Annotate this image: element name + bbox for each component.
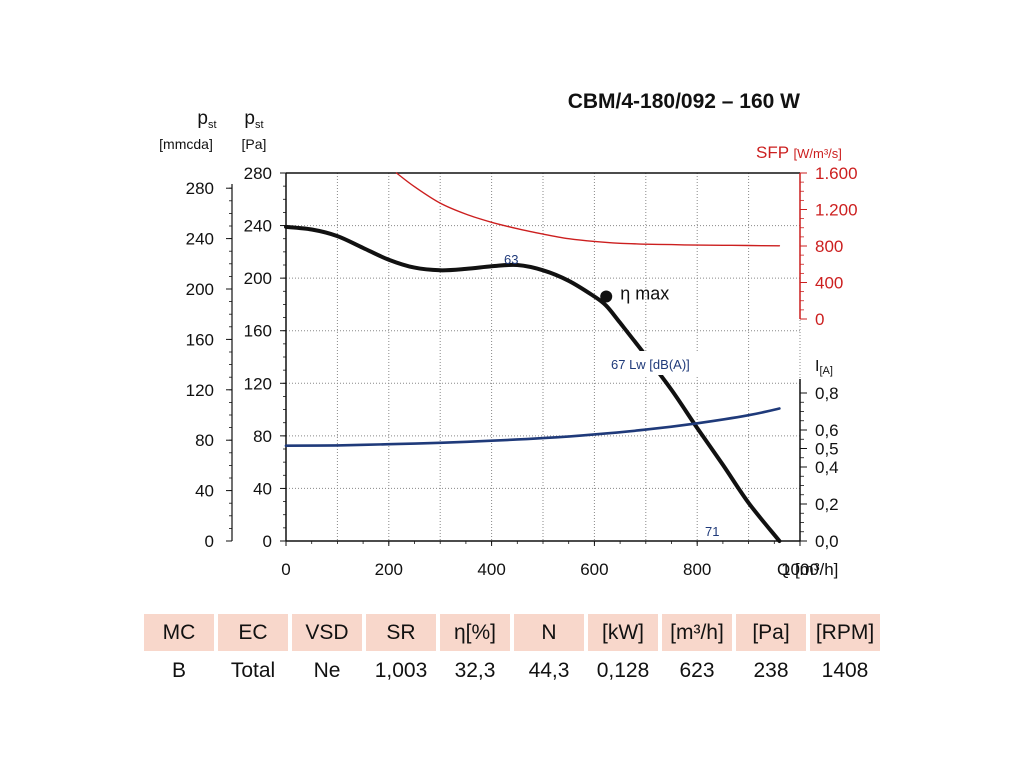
sfp-axis-name: SFP (756, 143, 789, 162)
table-value-cell: 1,003 (374, 658, 428, 682)
pa-axis-symbol: p (244, 108, 255, 129)
current-axis-label: I[A] (815, 358, 833, 377)
pa-tick-label: 120 (244, 374, 272, 393)
mmcda-tick-label: 280 (186, 179, 214, 198)
table-header-cell: [RPM] (810, 614, 880, 651)
table-header-cell: N (514, 614, 584, 651)
mmcda-axis-label: pst (197, 108, 216, 131)
eta-max-marker (600, 290, 613, 303)
current-tick-label: 0,5 (815, 440, 839, 459)
results-table-header-row: MC EC VSD SR η[%] N [kW] [m³/h] [Pa] [RPM] (144, 614, 880, 651)
current-tick-label: 0,8 (815, 384, 839, 403)
noise-67-label-bg (606, 351, 722, 375)
mmcda-axis-symbol: p (197, 108, 208, 129)
sfp-tick-label: 1.200 (815, 201, 858, 220)
series-i-line (284, 407, 781, 447)
table-value-cell: 44,3 (528, 658, 570, 682)
x-tick-label: 800 (683, 560, 711, 579)
pa-axis-label: pst (244, 108, 263, 131)
sfp-tick-label: 800 (815, 237, 843, 256)
table-header-cell: η[%] (440, 614, 510, 651)
mmcda-tick-label: 200 (186, 280, 214, 299)
current-tick-label: 0,2 (815, 495, 839, 514)
current-axis-name: I (815, 358, 819, 375)
pa-tick-label: 40 (253, 479, 272, 498)
table-header-cell: [Pa] (736, 614, 806, 651)
chart-title: CBM/4-180/092 – 160 W (568, 90, 800, 113)
mmcda-tick-label: 240 (186, 230, 214, 249)
x-tick-label: 0 (281, 560, 290, 579)
table-value-cell: B (171, 658, 186, 682)
table-value-cell: 0,128 (596, 658, 650, 682)
fan-performance-chart: CBM/4-180/092 – 160 W pst [mmcda] pst [P… (159, 90, 858, 579)
table-header-cell: [m³/h] (662, 614, 732, 651)
sfp-axis-unit: [W/m³/s] (794, 146, 842, 161)
sfp-tick-label: 400 (815, 274, 843, 293)
pa-tick-label: 160 (244, 322, 272, 341)
current-tick-label: 0,6 (815, 421, 839, 440)
mmcda-axis-subscript: st (208, 119, 217, 131)
x-tick-label: 200 (375, 560, 403, 579)
mmcda-tick-label: 80 (195, 431, 214, 450)
mmcda-tick-label: 160 (186, 330, 214, 349)
mmcda-tick-label: 120 (186, 381, 214, 400)
pa-tick-label: 280 (244, 164, 272, 183)
pa-tick-label: 0 (263, 532, 272, 551)
table-header-cell: EC (218, 614, 288, 651)
eta-max-label: η max (620, 284, 669, 304)
noise-67-label: 67 Lw [dB(A)] (611, 357, 690, 372)
table-value-cell: 623 (679, 658, 715, 682)
table-header-cell: [kW] (588, 614, 658, 651)
table-value-cell: 1408 (821, 658, 869, 682)
series-sfp-line (395, 172, 781, 247)
pa-axis-unit: [Pa] (242, 136, 267, 152)
sfp-tick-label: 1.600 (815, 164, 858, 183)
mmcda-tick-label: 0 (205, 532, 214, 551)
table-value-cell: 32,3 (454, 658, 496, 682)
x-axis-label: Q [m³/h] (777, 560, 838, 579)
series-pst-line (284, 224, 782, 543)
current-tick-label: 0,0 (815, 532, 839, 551)
mmcda-tick-label: 40 (195, 482, 214, 501)
pa-tick-label: 240 (244, 217, 272, 236)
sfp-tick-label: 0 (815, 310, 824, 329)
noise-71-label: 71 (705, 524, 719, 539)
current-tick-label: 0,4 (815, 458, 839, 477)
table-value-cell: Ne (313, 658, 341, 682)
table-header-cell: MC (144, 614, 214, 651)
sfp-axis-label: SFP [W/m³/s] (756, 143, 842, 162)
results-table-value-row: B Total Ne 1,003 32,3 44,3 0,128 623 238 1408 (144, 652, 880, 689)
x-tick-label: 400 (477, 560, 505, 579)
table-value-cell: Total (230, 658, 276, 682)
x-tick-label: 1000 (781, 560, 819, 579)
table-value-cell: 238 (753, 658, 789, 682)
current-axis-unit: [A] (819, 365, 832, 377)
pa-tick-label: 80 (253, 427, 272, 446)
table-header-cell: VSD (292, 614, 362, 651)
noise-63-label: 63 (504, 252, 518, 267)
table-header-cell: SR (366, 614, 436, 651)
x-tick-label: 600 (580, 560, 608, 579)
pa-axis-subscript: st (255, 119, 264, 131)
mmcda-axis-unit: [mmcda] (159, 136, 213, 152)
pa-tick-label: 200 (244, 269, 272, 288)
